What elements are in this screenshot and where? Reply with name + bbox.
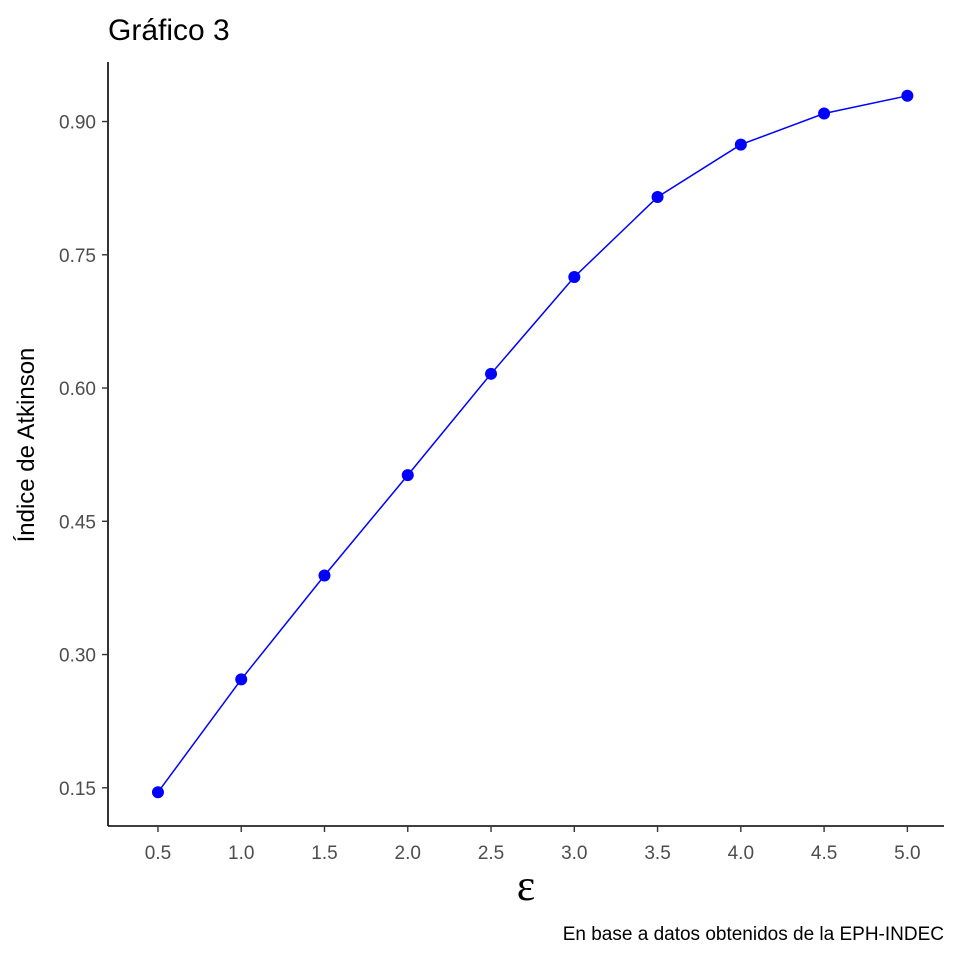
data-points: [151, 89, 914, 799]
x-tick-label-3: 2.0: [395, 843, 421, 864]
y-tick-label-3: 0.60: [59, 379, 96, 400]
x-tick-label-0: 0.5: [145, 843, 171, 864]
x-tick-label-1: 1.0: [228, 843, 254, 864]
data-point-8: [818, 107, 831, 120]
x-tick-label-7: 4.0: [728, 843, 754, 864]
data-point-2: [318, 569, 331, 582]
series-line: [157, 95, 908, 793]
x-ticks: 0.5 1.0 1.5 2.0 2.5 3.0 3.5 4.0 4.5 5.0: [145, 826, 921, 864]
x-axis-label: ε: [517, 861, 535, 910]
x-tick-label-6: 3.5: [644, 843, 670, 864]
data-point-7: [734, 138, 747, 151]
y-tick-label-5: 0.90: [59, 113, 96, 134]
x-tick-label-5: 3.0: [561, 843, 587, 864]
data-point-1: [235, 673, 248, 686]
data-point-5: [568, 270, 581, 283]
y-tick-label-1: 0.30: [59, 646, 96, 667]
y-ticks: 0.15 0.30 0.45 0.60 0.75 0.90: [59, 113, 108, 800]
y-tick-label-4: 0.75: [59, 246, 96, 267]
data-point-4: [485, 367, 498, 380]
x-tick-label-8: 4.5: [811, 843, 837, 864]
data-point-0: [151, 786, 164, 799]
data-point-6: [651, 191, 664, 204]
x-tick-label-9: 5.0: [894, 843, 920, 864]
y-axis-label: Índice de Atkinson: [13, 348, 40, 543]
chart-title: Gráfico 3: [108, 14, 230, 47]
data-point-9: [901, 89, 914, 102]
caption: En base a datos obtenidos de la EPH-INDE…: [563, 924, 944, 945]
y-tick-label-2: 0.45: [59, 512, 96, 533]
axes: [107, 62, 944, 827]
data-point-3: [401, 469, 414, 482]
y-tick-label-0: 0.15: [59, 779, 96, 800]
x-tick-label-2: 1.5: [311, 843, 337, 864]
x-tick-label-4: 2.5: [478, 843, 504, 864]
